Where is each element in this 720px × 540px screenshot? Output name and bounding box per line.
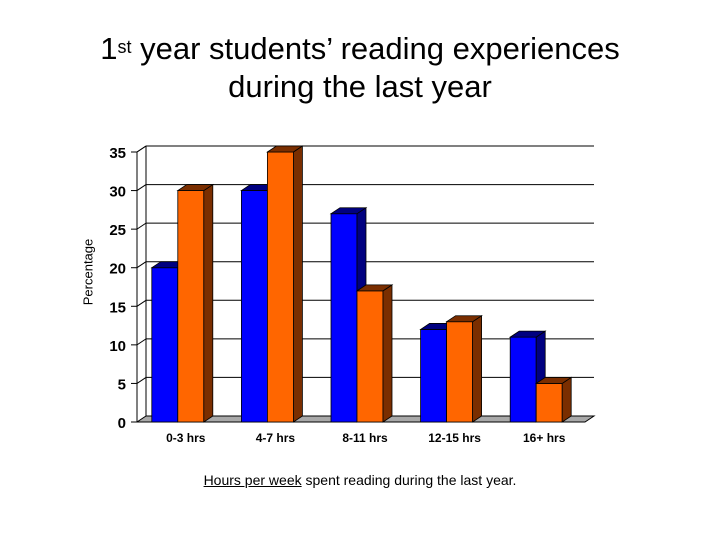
y-tick-label: 5	[118, 376, 126, 393]
title-rest: year students’ reading experiences	[131, 31, 620, 66]
grid-diagonal	[136, 184, 147, 191]
chart-title: 1st year students’ reading experiences d…	[0, 30, 720, 106]
x-tick-label: 4-7 hrs	[256, 431, 296, 445]
bar-top	[355, 284, 394, 292]
bars	[150, 145, 573, 423]
bar-side	[203, 183, 214, 423]
bar-side	[472, 314, 483, 423]
grid-diagonal	[136, 377, 147, 384]
x-tick-label: 16+ hrs	[523, 431, 566, 445]
bar	[330, 213, 358, 423]
bar-chart: 0 5 10 15 20 25 30 35 0-3 hrs 4-7 hrs 8-11 hrs 12-…	[109, 145, 596, 445]
bar	[509, 336, 537, 423]
x-axis-caption: Hours per week spent reading during the …	[0, 472, 720, 488]
caption-rest: spent reading during the last year.	[301, 472, 517, 488]
chart-title-line-2: during the last year	[228, 69, 492, 104]
bar-side	[561, 376, 572, 423]
bar	[240, 190, 268, 423]
grid-diagonal	[136, 222, 147, 230]
grid-diagonal	[136, 338, 147, 346]
bar	[177, 190, 205, 423]
bar	[446, 321, 474, 423]
y-axis-top	[136, 145, 147, 153]
y-tick-label: 35	[109, 145, 126, 162]
title-prefix: 1	[100, 31, 118, 66]
bar	[356, 290, 384, 423]
x-tick-label: 8-11 hrs	[342, 431, 388, 445]
bar-top	[266, 145, 304, 153]
bar	[266, 151, 294, 423]
y-tick-label: 30	[109, 184, 126, 201]
grid-diagonal	[136, 299, 147, 307]
bar	[420, 329, 448, 423]
bar-side	[292, 145, 303, 423]
y-tick-label: 0	[118, 415, 126, 432]
y-tick-label: 20	[109, 261, 126, 278]
x-tick-label: 0-3 hrs	[166, 431, 206, 445]
caption-underlined: Hours per week	[203, 472, 302, 488]
bar	[151, 267, 179, 423]
chart-title-line-1: 1st year students’ reading experiences	[0, 30, 720, 68]
bar-top	[445, 315, 483, 323]
x-tick-labels: 0-3 hrs 4-7 hrs 8-11 hrs 12-15 hrs 16+ hrs	[166, 431, 566, 445]
bar	[535, 383, 563, 423]
y-tick-label: 10	[109, 338, 126, 355]
bar-top	[508, 330, 547, 338]
x-tick-label: 12-15 hrs	[428, 431, 481, 445]
bar-side	[382, 284, 393, 423]
y-tick-labels: 0 5 10 15 20 25 30 35	[109, 145, 126, 432]
bar-top	[329, 207, 368, 215]
bar-top	[176, 184, 215, 191]
title-superscript: st	[117, 37, 132, 57]
y-tick-label: 15	[109, 299, 126, 316]
grid-diagonal	[136, 261, 147, 269]
bar-top	[534, 377, 573, 384]
y-tick-label: 25	[109, 222, 126, 239]
